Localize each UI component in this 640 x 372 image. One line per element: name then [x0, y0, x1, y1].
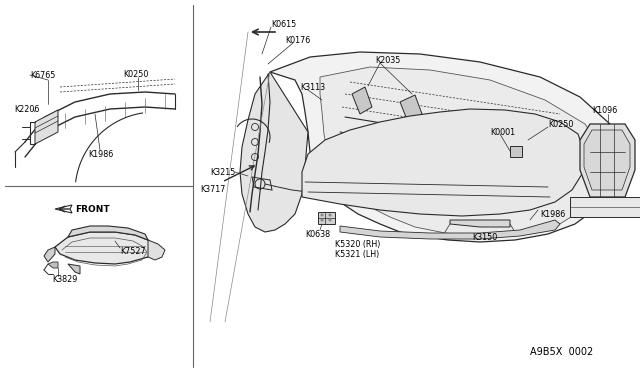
- Polygon shape: [400, 95, 422, 122]
- Polygon shape: [148, 240, 165, 260]
- Text: K6765: K6765: [30, 71, 56, 80]
- Polygon shape: [270, 52, 618, 242]
- Circle shape: [328, 214, 332, 217]
- Circle shape: [321, 218, 323, 221]
- Text: A9B5X  0002: A9B5X 0002: [530, 347, 593, 357]
- Polygon shape: [302, 109, 585, 216]
- Polygon shape: [352, 87, 372, 114]
- Polygon shape: [510, 146, 522, 157]
- Polygon shape: [35, 110, 58, 144]
- Polygon shape: [590, 197, 598, 210]
- Text: K0001: K0001: [490, 128, 515, 137]
- Text: K1096: K1096: [592, 106, 617, 115]
- Circle shape: [328, 218, 332, 221]
- Text: K7527: K7527: [120, 247, 146, 257]
- Text: K0250: K0250: [548, 119, 573, 128]
- Polygon shape: [340, 220, 560, 239]
- Text: K3113: K3113: [300, 83, 325, 92]
- Polygon shape: [570, 197, 640, 217]
- Text: K3717: K3717: [200, 185, 225, 193]
- Polygon shape: [68, 264, 80, 274]
- Polygon shape: [240, 72, 308, 232]
- Polygon shape: [318, 212, 335, 224]
- Text: K1986: K1986: [88, 150, 113, 158]
- Polygon shape: [44, 247, 55, 262]
- Text: K3215: K3215: [210, 167, 236, 176]
- Polygon shape: [615, 197, 623, 210]
- Text: K5320 (RH): K5320 (RH): [335, 240, 380, 248]
- Text: K2035: K2035: [375, 55, 401, 64]
- Text: K3829: K3829: [52, 276, 77, 285]
- Text: FRONT: FRONT: [75, 205, 109, 214]
- Polygon shape: [55, 205, 72, 213]
- Text: K0250: K0250: [123, 70, 148, 78]
- Polygon shape: [68, 226, 148, 240]
- Text: K0615: K0615: [271, 19, 296, 29]
- Polygon shape: [584, 130, 630, 190]
- Polygon shape: [48, 262, 58, 268]
- Text: K0638: K0638: [305, 230, 330, 238]
- Text: K1986: K1986: [540, 209, 565, 218]
- Text: K2206: K2206: [14, 105, 40, 113]
- Text: K0176: K0176: [285, 35, 310, 45]
- Polygon shape: [320, 67, 605, 236]
- Circle shape: [321, 214, 323, 217]
- Polygon shape: [580, 124, 635, 197]
- Text: K3150: K3150: [472, 232, 497, 241]
- Text: K5321 (LH): K5321 (LH): [335, 250, 380, 259]
- Polygon shape: [55, 232, 155, 264]
- Polygon shape: [450, 220, 510, 227]
